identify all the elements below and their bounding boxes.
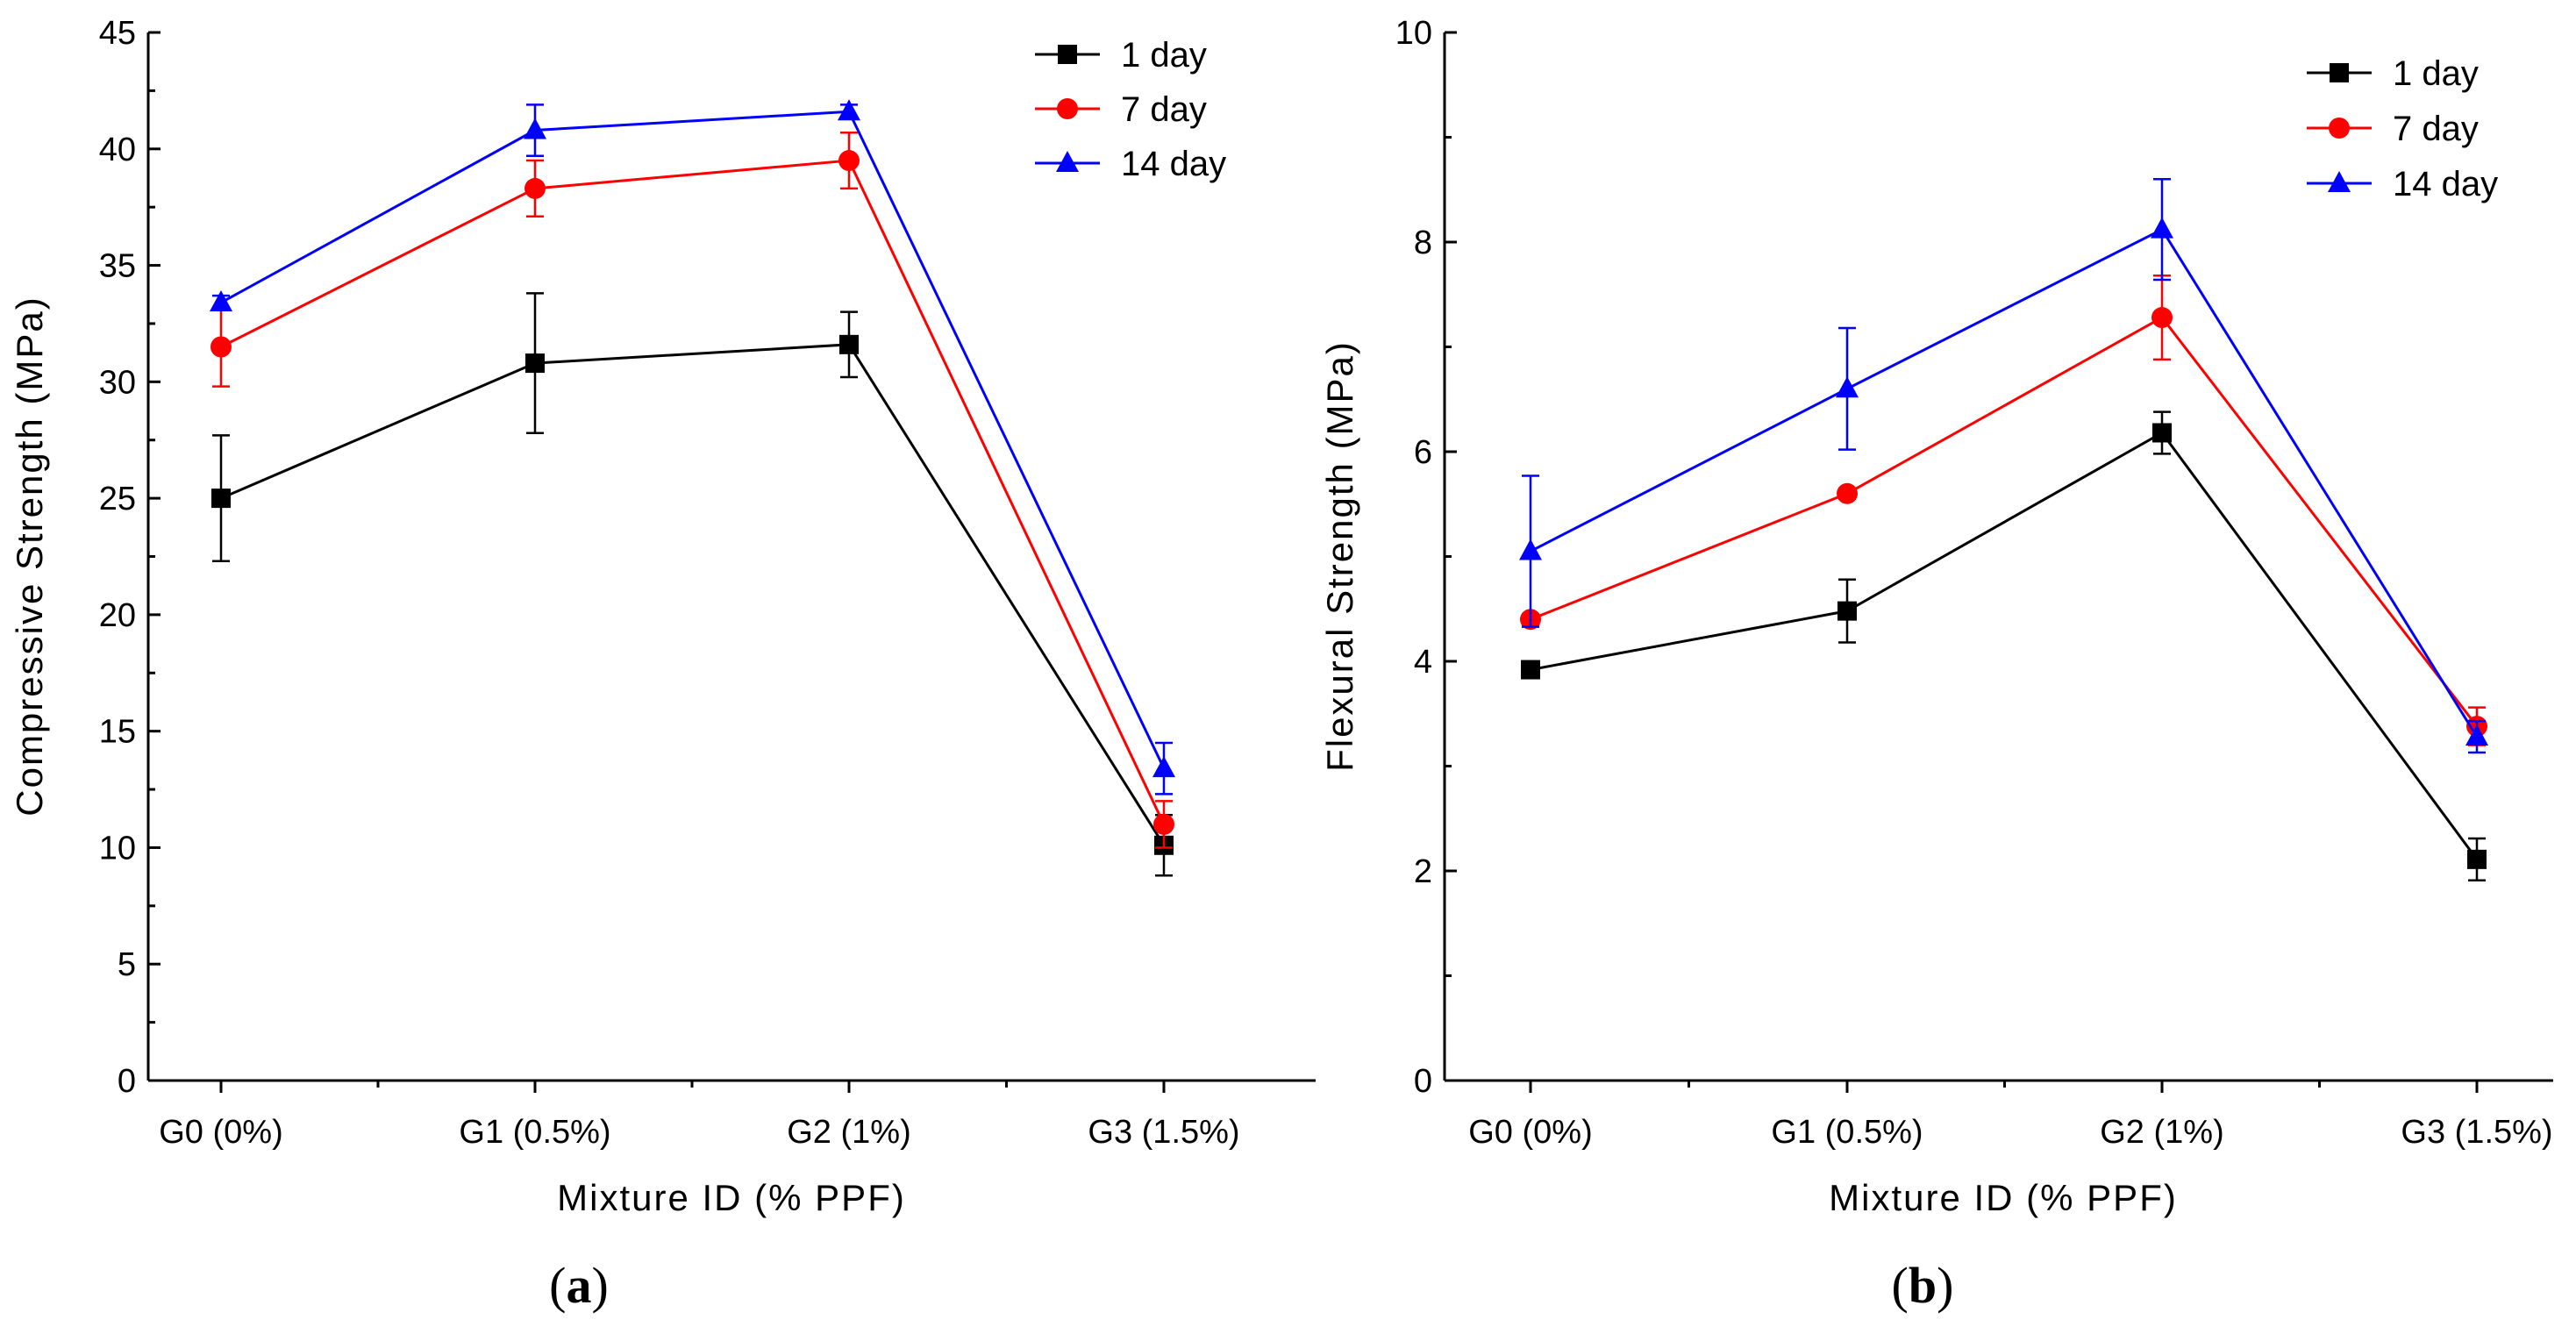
data-point [524,177,546,199]
series-1-day [211,292,1174,877]
legend-marker [1056,151,1079,172]
y-tick-label: 45 [99,15,136,52]
data-point [524,118,546,139]
x-tick-label: G1 (0.5%) [1771,1114,1923,1151]
data-point [1521,660,1540,680]
x-axis-title: Mixture ID (% PPF) [1829,1177,2178,1218]
panel-label-close: ) [592,1257,609,1314]
legend-label: 1 day [1121,36,1207,75]
y-tick-label: 5 [118,946,136,983]
panel-label-open: ( [1892,1257,1909,1314]
series-line [1530,431,2479,860]
y-tick-label: 10 [1395,15,1432,52]
x-tick-label: G0 (0%) [159,1114,282,1151]
x-tick-label: G2 (1%) [787,1114,910,1151]
x-tick-label: G2 (1%) [2100,1114,2223,1151]
data-point [525,353,545,374]
legend-label: 14 day [2393,165,2498,203]
series-line [220,159,1166,825]
series-7-day [1520,274,2487,746]
chart-panel-b: 0 2 4 6 8 10 G0 (0%) G1 (0.5%) G2 (1%) G3 (1.5%) M… [1319,15,2553,1314]
series-line [1530,316,2479,728]
legend-label: 1 day [2393,54,2479,93]
series-1-day [1521,410,2487,882]
data-point [2465,724,2488,746]
data-point [210,290,232,312]
y-tick-label: 8 [1414,225,1432,261]
data-point [2151,307,2173,329]
y-tick-label: 2 [1414,853,1432,890]
data-point [1153,813,1174,835]
y-tick-label: 0 [1414,1063,1432,1100]
legend-entry: 1 day [2307,54,2479,93]
legend-marker [2330,63,2349,82]
data-point [1519,539,1542,560]
y-tick-label: 15 [99,714,136,751]
data-point [1837,482,1858,504]
data-point [838,99,860,121]
y-tick-label: 20 [99,597,136,634]
x-tick-label: G1 (0.5%) [459,1114,610,1151]
data-point [211,489,231,509]
y-tick-label: 0 [118,1063,136,1100]
panel-label: (a) [549,1257,609,1314]
data-point [2151,217,2173,239]
series-line [1530,227,2479,738]
y-tick-label: 25 [99,481,136,517]
panel-label-letter: b [1909,1257,1937,1314]
y-axis-title: Flexural Strength (MPa) [1319,340,1360,772]
data-point [839,334,859,354]
legend-marker [2328,171,2351,192]
legend-marker [1057,98,1078,119]
data-point [2467,849,2487,869]
y-tick-label: 40 [99,132,136,168]
x-tick-label: G0 (0%) [1468,1114,1592,1151]
panel-label-letter: a [567,1257,592,1314]
legend-entry: 7 day [2307,110,2479,148]
legend-marker [2329,118,2350,139]
y-axis-title: Compressive Strength (MPa) [9,296,50,817]
y-tick-label: 6 [1414,434,1432,471]
series-line [220,110,1166,769]
y-tick-label: 30 [99,364,136,401]
x-axis-title: Mixture ID (% PPF) [557,1177,906,1218]
legend-entry: 7 day [1035,90,1207,129]
chart-panel-a: 0 5 10 15 20 25 30 35 40 45 G0 (0%) G1 (0.5%) G2 (1%… [9,15,1316,1314]
data-point [2152,423,2172,443]
x-tick-label: G3 (1.5%) [2401,1114,2552,1151]
panel-label: (b) [1892,1257,1954,1314]
legend-entry: 14 day [1035,145,1226,183]
legend-label: 7 day [1121,90,1207,129]
y-tick-label: 10 [99,830,136,867]
data-point [1837,601,1857,621]
legend-entry: 1 day [1035,36,1207,75]
series-line [220,343,1166,846]
data-point [1152,756,1175,778]
y-tick-label: 35 [99,248,136,285]
y-tick-label: 4 [1414,644,1432,681]
legend-entry: 14 day [2307,165,2498,203]
legend-marker [1058,45,1077,64]
series-7-day [211,131,1174,849]
panel-label-open: ( [549,1257,566,1314]
legend-label: 14 day [1121,145,1226,183]
data-point [1836,376,1859,398]
x-tick-label: G3 (1.5%) [1088,1114,1239,1151]
data-point [211,336,232,358]
data-point [838,150,860,172]
legend-label: 7 day [2393,110,2479,148]
series-14-day [1519,178,2488,754]
series-14-day [210,99,1175,795]
panel-label-close: ) [1937,1257,1953,1314]
